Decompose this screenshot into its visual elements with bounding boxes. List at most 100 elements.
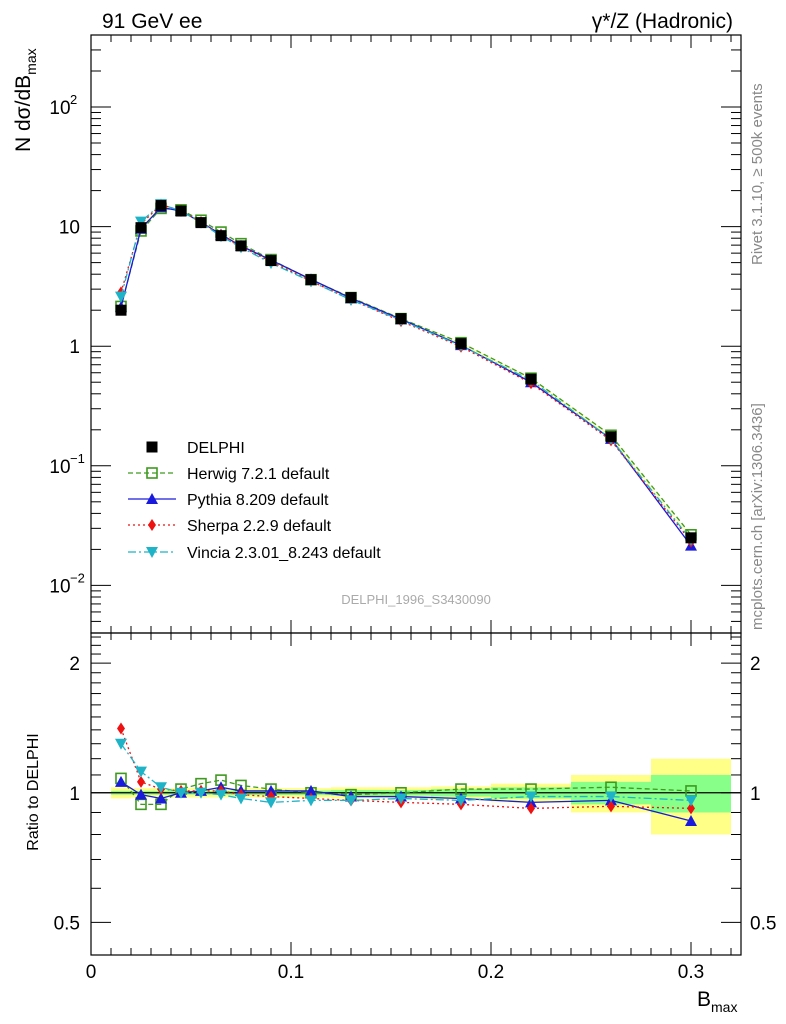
ratio-panel-series <box>115 722 697 826</box>
ratio-y-tick-label: 2 <box>69 654 80 675</box>
ratio-point-pythia <box>265 784 277 796</box>
point-vincia <box>115 291 127 303</box>
ratio-point-vincia <box>525 791 537 803</box>
series-line-vincia <box>120 203 692 541</box>
x-tick-label: 0 <box>86 962 97 983</box>
legend-entry-data: DELPHI <box>146 440 245 457</box>
main-y-axis-label: N dσ/dBmax <box>12 48 39 152</box>
main-panel-series <box>115 198 697 551</box>
series-data <box>115 200 697 544</box>
point-data <box>305 274 317 286</box>
main-uncertainty-band <box>121 204 691 539</box>
main-y-tick-label: 10 <box>49 457 70 478</box>
point-data <box>215 230 227 242</box>
ratio-point-vincia <box>605 791 617 803</box>
legend-entry-herwig: Herwig 7.2.1 default <box>128 466 330 483</box>
legend-label: Sherpa 2.2.9 default <box>187 518 332 535</box>
point-data <box>525 373 537 385</box>
ratio-point-sherpa <box>137 775 145 788</box>
watermark: DELPHI_1996_S3430090 <box>341 592 491 607</box>
main-panel-band <box>121 204 691 539</box>
legend-label: DELPHI <box>187 440 245 457</box>
x-axis-label: Bmax <box>697 988 737 1015</box>
ratio-y-tick-label-right: 2 <box>750 654 761 675</box>
point-data <box>175 205 187 217</box>
point-data <box>265 255 277 267</box>
main-y-tick-label: 10 <box>49 576 70 597</box>
main-panel-frame <box>90 34 742 634</box>
ratio-point-pythia <box>155 792 167 804</box>
ratio-point-sherpa <box>607 800 615 813</box>
ratio-point-pythia <box>135 788 147 800</box>
side-note-top: Rivet 3.1.10, ≥ 500k events <box>749 83 766 265</box>
main-y-tick-label: 1 <box>69 337 80 358</box>
point-data <box>235 240 247 252</box>
x-tick-label: 0.2 <box>478 962 504 983</box>
legend-label: Herwig 7.2.1 default <box>187 466 330 483</box>
series-line-sherpa <box>120 203 692 543</box>
left-title: 91 GeV ee <box>102 10 202 33</box>
point-data <box>605 431 617 443</box>
point-data <box>135 222 147 234</box>
side-note-bottom: mcplots.cern.ch [arXiv:1306.3436] <box>749 403 766 630</box>
ratio-point-sherpa <box>117 722 125 735</box>
ratio-point-vincia <box>215 789 227 801</box>
legend-marker-sherpa <box>148 519 156 531</box>
ratio-point-vincia <box>395 793 407 805</box>
point-data <box>115 304 127 316</box>
ratio-y-tick-label-right: 1 <box>750 784 761 805</box>
main-y-tick-label: 10 <box>59 218 80 239</box>
legend-entry-sherpa: Sherpa 2.2.9 default <box>128 518 332 535</box>
ratio-panel-frame <box>90 632 742 956</box>
ratio-series-vincia <box>115 738 697 809</box>
series-line-herwig <box>120 207 692 536</box>
ratio-point-sherpa <box>687 802 695 815</box>
ratio-point-vincia <box>345 795 357 807</box>
ratio-y-tick-label: 1 <box>69 784 80 805</box>
legend-entry-pythia: Pythia 8.209 default <box>128 492 329 509</box>
ratio-point-pythia <box>685 814 697 826</box>
ratio-point-pythia <box>115 775 127 787</box>
legend-label: Pythia 8.209 default <box>187 492 329 509</box>
x-tick-label: 0.3 <box>678 962 704 983</box>
ratio-point-vincia <box>455 795 467 807</box>
main-y-tick-exponent: −2 <box>70 570 85 585</box>
ratio-y-axis-label: Ratio to DELPHI <box>25 733 42 850</box>
point-data <box>395 313 407 325</box>
ratio-point-vincia <box>195 787 207 799</box>
legend-entry-vincia: Vincia 2.3.01_8.243 default <box>128 545 381 562</box>
ratio-point-sherpa <box>527 802 535 815</box>
ratio-y-tick-label: 0.5 <box>54 913 80 934</box>
x-tick-label: 0.1 <box>278 962 304 983</box>
ratio-point-vincia <box>685 795 697 807</box>
point-data <box>455 338 467 350</box>
legend-marker-pythia <box>146 493 158 504</box>
right-title: γ*/Z (Hadronic) <box>592 10 733 33</box>
point-data <box>345 292 357 304</box>
ratio-panel-axes: 0 0.1 0.2 0.3 0.5 0.5 1 1 2 2 <box>54 633 776 983</box>
series-herwig <box>115 202 697 541</box>
ratio-point-vincia <box>135 766 147 778</box>
ratio-point-vincia <box>265 797 277 809</box>
legend-marker-herwig <box>146 467 158 479</box>
ratio-line-sherpa <box>120 728 692 810</box>
point-data <box>195 217 207 229</box>
ratio-point-vincia <box>305 795 317 807</box>
legend: DELPHI Herwig 7.2.1 default Pythia 8.209 d… <box>128 440 381 562</box>
main-y-tick-exponent: 2 <box>70 92 77 107</box>
ratio-point-vincia <box>155 782 167 794</box>
ratio-point-vincia <box>175 787 187 799</box>
ratio-y-tick-label-right: 0.5 <box>750 913 776 934</box>
point-data <box>155 200 167 212</box>
ratio-point-pythia <box>305 784 317 796</box>
legend-marker-vincia <box>146 547 158 558</box>
point-data <box>685 532 697 544</box>
main-y-tick-label: 10 <box>49 98 70 119</box>
ratio-point-vincia <box>115 738 127 750</box>
main-y-tick-exponent: −1 <box>70 451 85 466</box>
legend-marker-data <box>146 441 158 453</box>
legend-label: Vincia 2.3.01_8.243 default <box>187 545 381 562</box>
ratio-point-vincia <box>235 793 247 805</box>
